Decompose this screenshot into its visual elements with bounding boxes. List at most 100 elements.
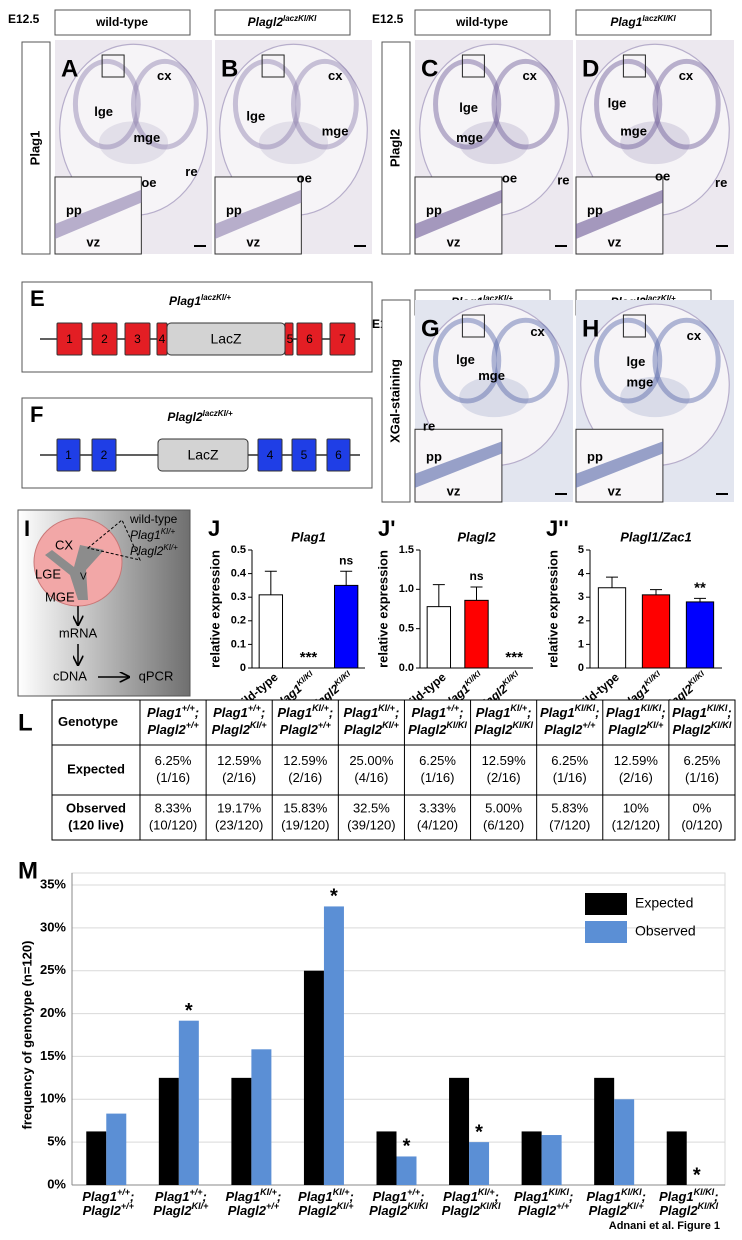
y-tick-label: 0.5 <box>231 544 246 556</box>
panel-letter: A <box>61 55 78 82</box>
significance: *** <box>300 649 318 666</box>
text-part: KI/KI <box>480 1201 501 1211</box>
bar <box>396 1156 417 1185</box>
text-part: +/+ <box>182 703 196 713</box>
y-tick-label: 0.1 <box>231 638 246 650</box>
bar <box>641 594 671 669</box>
text-part: KI/KI <box>462 668 482 687</box>
label: Plagl2laczKI/KI <box>248 14 317 30</box>
significance: * <box>403 1136 411 1158</box>
genotype-line: Plagl2KI/+ <box>608 720 664 737</box>
exon-label: 2 <box>101 332 108 346</box>
region-label: pp <box>587 203 603 218</box>
genotype-line: Plag1KI/+; <box>443 1187 499 1204</box>
footer: Adnani et al. Figure 1 <box>609 1220 720 1232</box>
genotype-line: Plag1KI/KI; <box>540 703 600 720</box>
exon-label: 6 <box>335 448 342 462</box>
y-axis-label: frequency of genotype (n=120) <box>19 941 34 1130</box>
text-part: KI/KI <box>446 720 467 730</box>
text-part: Plag1 <box>606 705 641 720</box>
y-tick-label: 0.5 <box>399 623 414 635</box>
text-part: Plag1 <box>514 1189 549 1204</box>
y-tick-label: 1 <box>578 638 584 650</box>
region-label: cx <box>328 68 343 83</box>
significance: ** <box>694 579 706 596</box>
text-part: +/+ <box>446 703 460 713</box>
region-label: cx <box>522 68 537 83</box>
region-label: LGE <box>35 566 61 581</box>
region-label: V <box>80 572 87 583</box>
y-tick-label: 5 <box>578 544 584 556</box>
text-part: Plag1 <box>155 1189 190 1204</box>
tissue <box>652 58 721 150</box>
text-part: +/+ <box>121 1201 135 1211</box>
exon <box>326 438 351 472</box>
y-tick-label: 35% <box>40 876 66 891</box>
table-cell: 32.5% <box>353 800 390 815</box>
genotype-line: Plagl2+/+ <box>518 1201 570 1218</box>
text-part: Plag1 <box>411 705 446 720</box>
text-part: KI/KI <box>575 703 596 713</box>
text-part: Plag1 <box>213 705 248 720</box>
exon <box>56 438 81 472</box>
y-tick-label: 2 <box>578 615 584 627</box>
region-label: vz <box>608 235 622 250</box>
chart-title: Plag1 <box>291 529 326 544</box>
genotype-line: Plag1KI/KI; <box>606 703 666 720</box>
text-part: +/+ <box>266 1201 280 1211</box>
text-part: Plagl2 <box>153 1203 192 1218</box>
row-label-box <box>381 299 411 503</box>
genotype-line: Plag1KI/KI; <box>514 1187 574 1204</box>
exon-label: 5 <box>301 448 308 462</box>
table-cell: (1/16) <box>685 770 719 785</box>
stage-label: E12.5 <box>8 12 40 26</box>
text-part: Plag1 <box>343 705 378 720</box>
y-axis-label: relative expression <box>545 550 560 668</box>
table-cell: 25.00% <box>349 753 394 768</box>
y-tick-label: 1.0 <box>399 583 414 595</box>
inset-stripe <box>415 441 502 488</box>
y-axis-label: relative expression <box>207 550 222 668</box>
table-corner: Genotype <box>58 714 118 729</box>
region-label: cx <box>687 328 702 343</box>
text-part: Plagl2 <box>130 544 164 558</box>
panel-letter: B <box>221 55 238 82</box>
text-part: Plagl2 <box>608 722 647 737</box>
genotype-line: Plag1KI/+; <box>343 703 399 720</box>
bar <box>597 587 627 669</box>
table-cell: 12.59% <box>283 753 328 768</box>
exon <box>284 322 294 356</box>
bar <box>86 1131 107 1185</box>
text-part: KI/KI <box>294 668 314 687</box>
inset-box <box>261 54 285 78</box>
exon <box>56 322 83 356</box>
step-label: qPCR <box>139 668 174 683</box>
exon-label: 1 <box>65 448 72 462</box>
y-tick-label: 0.2 <box>231 615 246 627</box>
text-part: +/+ <box>318 720 332 730</box>
table-cell: (1/16) <box>421 770 455 785</box>
panel-letter: M <box>18 857 38 884</box>
exon <box>124 322 151 356</box>
text-part: Plag1 <box>672 705 707 720</box>
text-part: KI/KI <box>621 1187 642 1197</box>
text-part: KI/KI <box>407 1201 428 1211</box>
genotype-line: Plagl2KI/+ <box>344 720 400 737</box>
text-part: KI/KI <box>549 1187 570 1197</box>
genotype-line: Plag1+/+; <box>82 1187 134 1204</box>
text-part: laczKI/+ <box>201 293 231 302</box>
table-cell: (23/120) <box>215 817 263 832</box>
table-cell: (39/120) <box>347 817 395 832</box>
chart-title: Plagl2 <box>457 529 496 544</box>
text-part: Plag1 <box>82 1189 117 1204</box>
text-part: ; <box>661 705 665 720</box>
text-part: Plagl2 <box>167 410 203 424</box>
text-part: ; <box>261 705 265 720</box>
text-part: Plag1 <box>372 1189 407 1204</box>
region-label: lge <box>246 108 265 123</box>
header-box <box>214 9 351 36</box>
panel-letter: J' <box>378 516 395 541</box>
exon-label: 5 <box>287 332 294 346</box>
genotype-line: Plag1+/+; <box>147 703 199 720</box>
